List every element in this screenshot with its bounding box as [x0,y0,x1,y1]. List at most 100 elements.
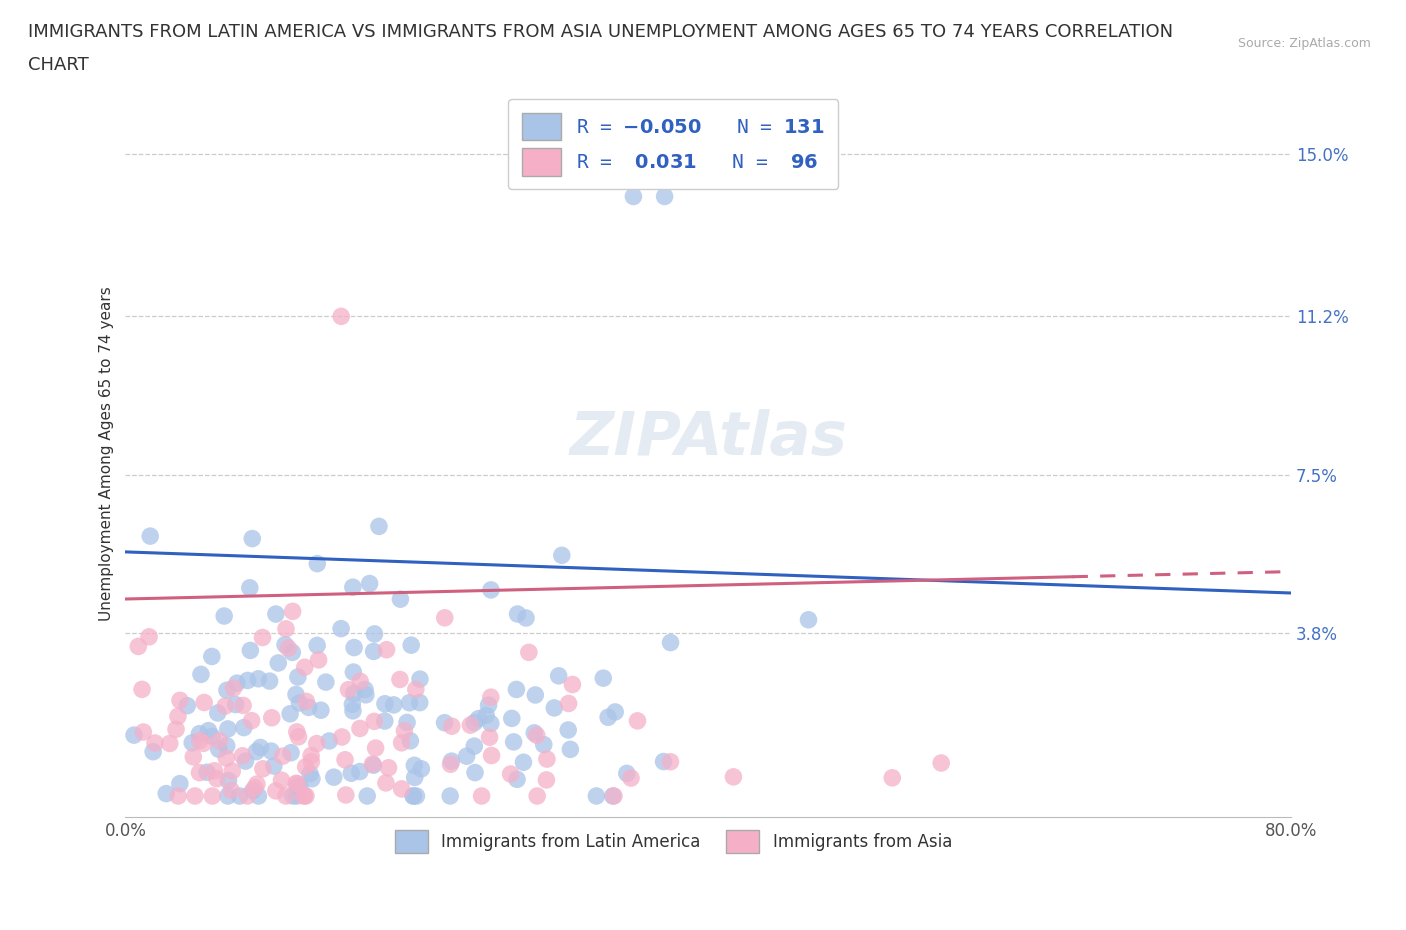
Point [536,773,558,788]
Point [382,698,405,712]
Point [405,682,427,697]
Point [723,769,745,784]
Point [232,698,254,713]
Text: IMMIGRANTS FROM LATIN AMERICA VS IMMIGRANTS FROM ASIA UNEMPLOYMENT AMONG AGES 65: IMMIGRANTS FROM LATIN AMERICA VS IMMIGRA… [28,23,1173,41]
Point [307,556,329,571]
Text: ZIPAtlas: ZIPAtlas [569,409,848,469]
Point [467,711,489,726]
Point [409,695,432,710]
Point [349,764,371,779]
Point [201,789,224,804]
Point [557,696,579,711]
Point [278,707,301,722]
Point [132,724,155,739]
Point [464,765,486,780]
Point [181,750,204,764]
Point [271,749,294,764]
Point [201,729,224,744]
Point [433,610,456,625]
Point [479,690,502,705]
Point [285,687,308,702]
Point [228,789,250,804]
Point [264,606,287,621]
Point [215,738,238,753]
Point [616,766,638,781]
Point [280,745,302,760]
Point [155,786,177,801]
Point [165,722,187,737]
Point [274,637,297,652]
Point [342,579,364,594]
Point [259,673,281,688]
Point [399,638,422,653]
Point [506,606,529,621]
Point [249,740,271,755]
Point [188,726,211,741]
Point [298,700,321,715]
Point [138,630,160,644]
Point [479,716,502,731]
Point [501,711,523,725]
Point [340,765,363,780]
Point [288,779,311,794]
Point [402,789,425,804]
Point [246,777,269,791]
Point [605,705,627,720]
Point [399,734,422,749]
Point [394,724,416,738]
Point [281,604,304,618]
Point [219,783,242,798]
Point [195,764,218,779]
Point [208,734,231,749]
Point [142,744,165,759]
Point [377,761,399,776]
Point [217,773,239,788]
Point [222,681,245,696]
Point [402,789,425,804]
Point [499,766,522,781]
Point [506,772,529,787]
Point [374,697,396,711]
Point [252,762,274,777]
Point [463,738,485,753]
Point [240,713,263,728]
Point [260,744,283,759]
Point [404,758,426,773]
Point [176,698,198,713]
Point [659,754,682,769]
Point [463,715,485,730]
Point [281,789,304,804]
Point [602,789,624,804]
Point [239,580,262,595]
Point [274,789,297,804]
Text: Source: ZipAtlas.com: Source: ZipAtlas.com [1237,37,1371,50]
Point [342,697,364,711]
Point [388,672,411,687]
Point [363,758,385,773]
Point [659,635,682,650]
Point [354,682,377,697]
Point [240,531,263,546]
Point [247,671,270,686]
Point [139,528,162,543]
Point [505,682,527,697]
Point [277,641,299,656]
Point [560,742,582,757]
Point [221,764,243,778]
Point [294,760,316,775]
Point [349,721,371,736]
Point [231,749,253,764]
Point [247,789,270,804]
Point [212,608,235,623]
Point [309,703,332,718]
Point [471,789,494,804]
Point [131,682,153,697]
Point [337,683,360,698]
Point [333,752,356,767]
Point [217,722,239,737]
Point [299,766,322,781]
Point [409,671,432,686]
Point [232,720,254,735]
Text: CHART: CHART [28,56,89,73]
Point [389,591,412,606]
